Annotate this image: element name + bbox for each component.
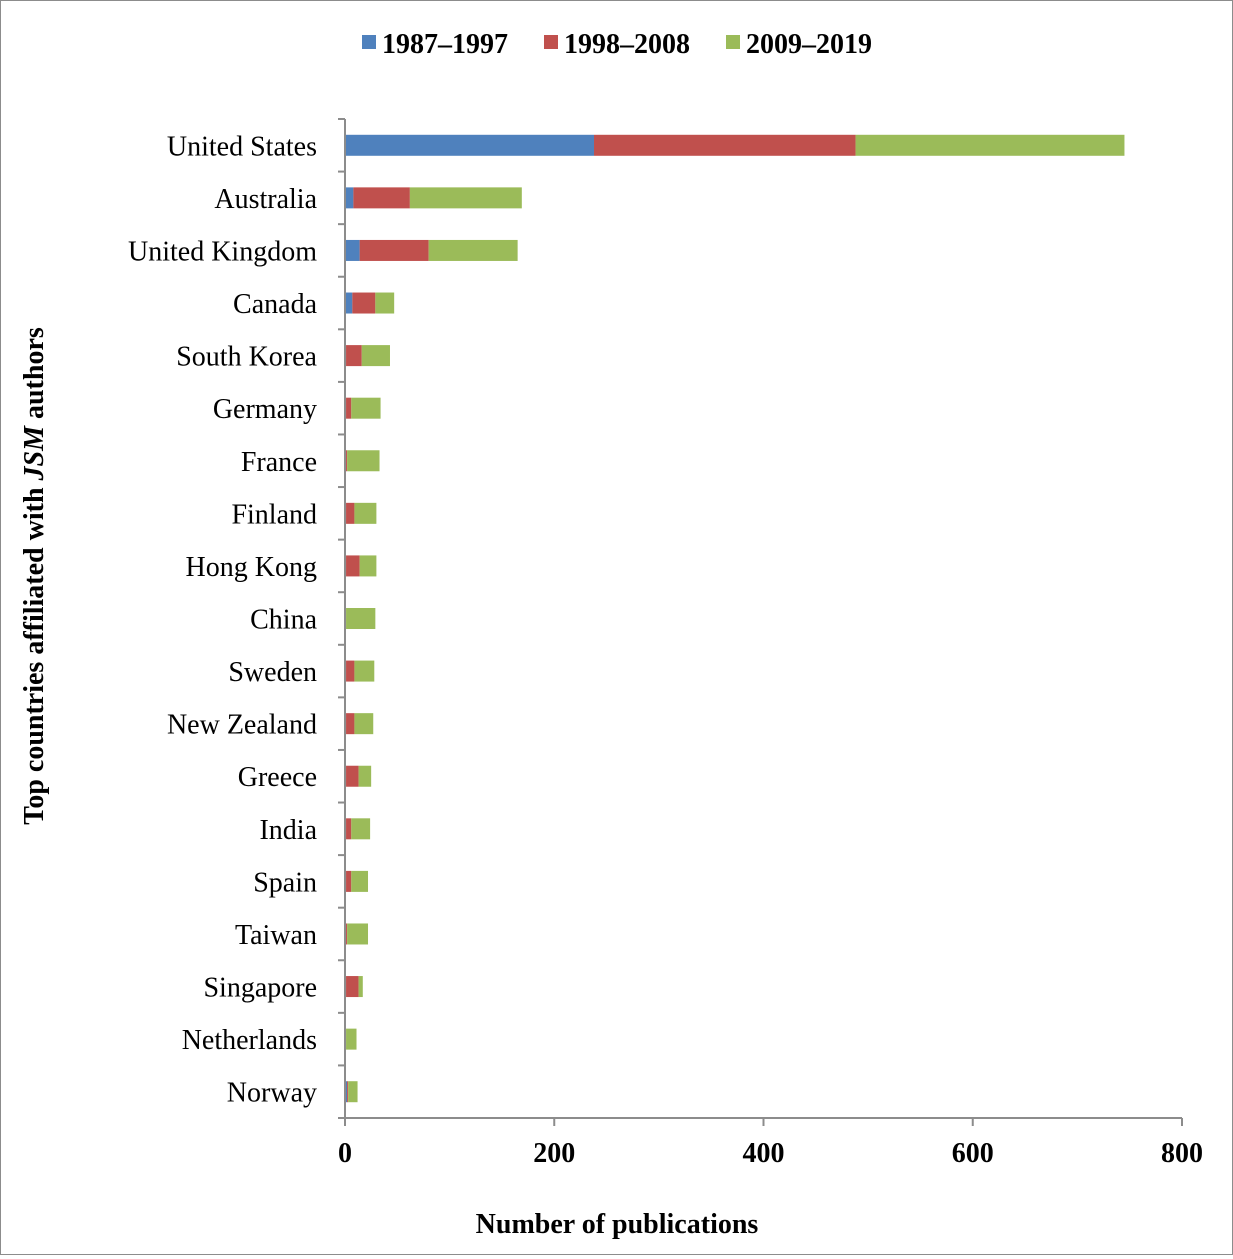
labels: United States Australia United Kingdom Cana… xyxy=(128,131,318,1108)
bar-france-series-3 xyxy=(347,450,380,472)
category-label-hong-kong: Hong Kong xyxy=(186,552,317,583)
legend-1987-1997-label: 1987–1997 xyxy=(382,29,508,60)
bar-australia-series-3 xyxy=(409,187,522,209)
bars xyxy=(345,134,1125,1103)
category-label-united-kingdom: United Kingdom xyxy=(128,236,317,267)
bar-taiwan-series-2 xyxy=(346,923,348,945)
legend-1987-1997-swatch xyxy=(362,35,376,49)
bar-united-states-series-2 xyxy=(594,134,856,156)
bar-united-kingdom-series-2 xyxy=(359,239,429,261)
bar-new-zealand-series-2 xyxy=(346,713,355,735)
bar-australia-series-2 xyxy=(353,187,410,209)
bar-china-series-3 xyxy=(346,608,376,629)
bar-south-korea-series-2 xyxy=(346,345,362,367)
category-label-united-states: United States xyxy=(167,131,317,162)
category-label-sweden: Sweden xyxy=(228,657,317,688)
legend: 1987–1997 1998–2008 2009–2019 xyxy=(362,29,872,60)
category-label-new-zealand: New Zealand xyxy=(167,710,317,741)
category-label-canada: Canada xyxy=(233,289,318,320)
category-label-greece: Greece xyxy=(238,762,317,793)
bar-sweden-series-3 xyxy=(354,660,375,682)
bar-taiwan-series-3 xyxy=(347,923,369,945)
category-label-taiwan: Taiwan xyxy=(235,920,317,951)
legend-2009-2019-swatch xyxy=(726,35,740,49)
bar-canada-series-1 xyxy=(345,292,353,314)
category-label-norway: Norway xyxy=(227,1078,317,1109)
bar-spain-series-3 xyxy=(351,870,369,892)
category-label-australia: Australia xyxy=(214,184,317,215)
bar-united-states-series-1 xyxy=(345,134,595,156)
x-tick-label-400: 400 xyxy=(743,1138,785,1169)
bar-canada-series-3 xyxy=(375,292,395,314)
x-tick-label-600: 600 xyxy=(952,1138,994,1169)
x-tick-label-200: 200 xyxy=(533,1138,575,1169)
y-axis-title: Top countries affiliated with JSM author… xyxy=(19,327,50,825)
bar-south-korea-series-3 xyxy=(361,345,390,367)
bar-sweden-series-2 xyxy=(346,660,355,682)
category-label-france: France xyxy=(241,447,317,478)
bar-hong-kong-series-2 xyxy=(346,555,360,577)
bar-hong-kong-series-3 xyxy=(359,555,377,577)
bar-singapore-series-2 xyxy=(346,976,359,998)
bar-australia-series-1 xyxy=(345,187,354,209)
category-label-germany: Germany xyxy=(213,394,317,425)
category-label-south-korea: South Korea xyxy=(176,342,317,373)
category-label-china: China xyxy=(250,605,317,636)
y-axis-title-suffix: authors xyxy=(19,327,50,426)
bar-new-zealand-series-3 xyxy=(354,713,374,735)
category-label-india: India xyxy=(259,815,317,846)
bar-france-series-2 xyxy=(346,450,348,472)
bar-india-series-3 xyxy=(351,818,371,840)
y-axis-title-prefix: Top countries affiliated with xyxy=(19,480,50,824)
category-label-netherlands: Netherlands xyxy=(182,1025,317,1056)
x-tick-label-800: 800 xyxy=(1161,1138,1203,1169)
bar-norway-series-3 xyxy=(348,1081,358,1103)
legend-2009-2019-label: 2009–2019 xyxy=(746,29,872,60)
bar-greece-series-3 xyxy=(358,765,372,787)
bar-greece-series-2 xyxy=(346,765,359,787)
axes: 0 200 400 600 800 xyxy=(338,118,1203,1169)
bar-united-kingdom-series-1 xyxy=(345,239,360,261)
legend-1998-2008-swatch xyxy=(544,35,558,49)
category-label-spain: Spain xyxy=(253,867,317,898)
bar-united-states-series-3 xyxy=(855,134,1125,156)
bar-finland-series-3 xyxy=(354,502,377,524)
x-tick-label-0: 0 xyxy=(338,1138,352,1169)
bar-india-series-2 xyxy=(346,818,352,840)
bar-canada-series-2 xyxy=(352,292,376,314)
category-label-finland: Finland xyxy=(231,499,317,530)
bar-germany-series-3 xyxy=(351,397,381,419)
bar-finland-series-2 xyxy=(346,502,355,524)
bar-norway-series-1 xyxy=(345,1081,348,1103)
bar-germany-series-2 xyxy=(346,397,352,419)
bar-united-kingdom-series-3 xyxy=(428,239,518,261)
category-label-singapore: Singapore xyxy=(203,973,317,1004)
bar-netherlands-series-3 xyxy=(346,1028,357,1050)
x-axis-title: Number of publications xyxy=(476,1209,759,1240)
bar-norway-series-2 xyxy=(347,1081,349,1103)
bar-singapore-series-3 xyxy=(358,976,363,998)
legend-1998-2008-label: 1998–2008 xyxy=(564,29,690,60)
y-axis-title-italic: JSM xyxy=(19,425,50,482)
bar-spain-series-2 xyxy=(346,870,352,892)
